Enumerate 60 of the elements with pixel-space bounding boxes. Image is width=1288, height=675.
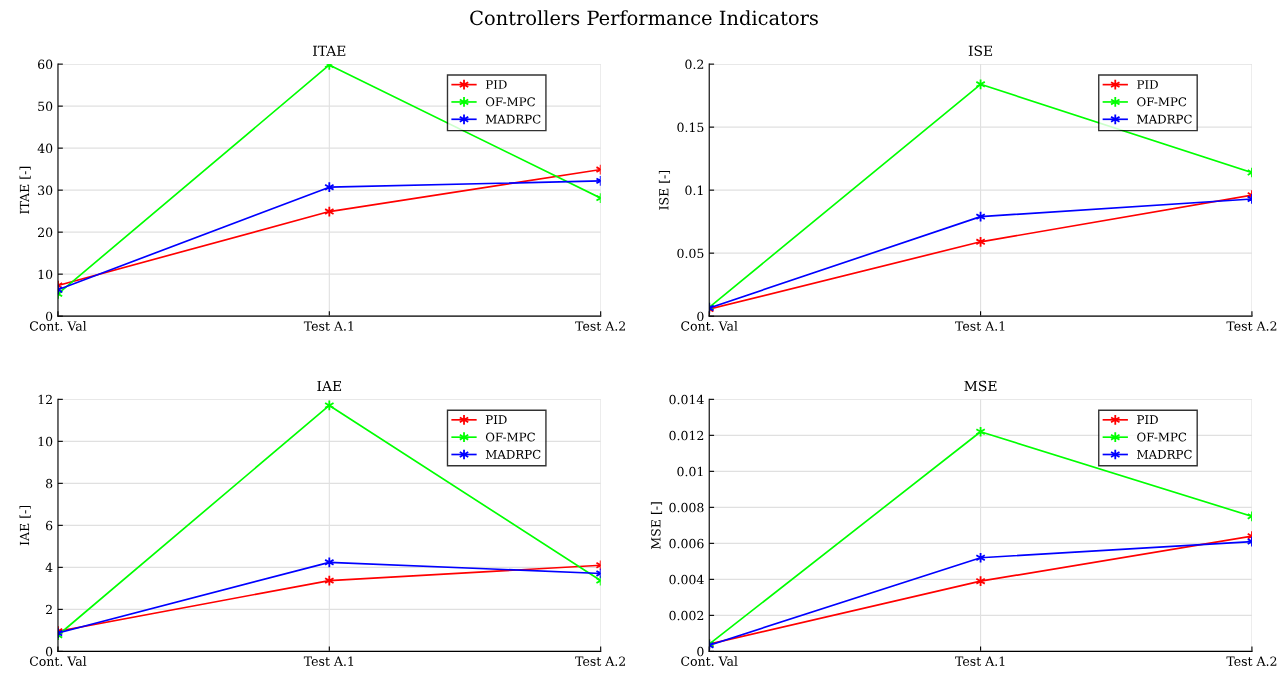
legend-label: OF-MPC <box>1137 97 1187 107</box>
y-tick-label: 2 <box>45 604 52 615</box>
legend-label: MADRPC <box>1137 114 1192 124</box>
y-tick-label: 6 <box>45 520 53 531</box>
y-axis-title: ISE [-] <box>658 170 671 210</box>
y-tick-label: 50 <box>38 101 53 112</box>
x-tick-label: Test A.2 <box>1226 656 1277 666</box>
y-tick-label: 60 <box>38 59 53 70</box>
legend-label: MADRPC <box>485 114 541 124</box>
x-tick-label: Test A.2 <box>575 321 626 331</box>
text: Controllers Performance Indicators <box>470 10 818 26</box>
y-tick-label: 20 <box>38 227 53 238</box>
y-tick-label: 30 <box>38 185 53 196</box>
x-tick-label: Test A.1 <box>955 321 1005 331</box>
y-tick-label: 0 <box>697 646 704 657</box>
y-axis-title: IAE [-] <box>19 505 31 546</box>
x-tick-label: Cont. Val <box>681 321 738 331</box>
y-tick-label: 0.014 <box>669 394 704 405</box>
chart-title: ITAE <box>313 45 346 56</box>
y-tick-label: 0 <box>697 311 704 322</box>
legend-label: OF-MPC <box>1137 432 1187 442</box>
x-tick-label: Test A.1 <box>955 656 1005 666</box>
legend-label: OF-MPC <box>485 432 535 442</box>
y-tick-label: 10 <box>38 436 53 447</box>
y-tick-label: 4 <box>45 562 53 573</box>
y-tick-label: 40 <box>37 143 53 154</box>
y-tick-label: 0.006 <box>669 538 704 549</box>
x-tick-label: Test A.2 <box>1226 321 1277 331</box>
y-tick-label: 0 <box>45 646 53 657</box>
chart-title: IAE <box>317 380 342 391</box>
x-tick-label: Test A.1 <box>303 656 354 666</box>
x-tick-label: Cont. Val <box>29 656 87 666</box>
legend-label: PID <box>1137 80 1158 89</box>
legend-label: MADRPC <box>485 449 541 459</box>
y-tick-label: 8 <box>45 478 53 489</box>
legend-label: PID <box>485 80 507 89</box>
chart-title: MSE <box>964 380 997 392</box>
chart-title: ISE <box>968 45 993 56</box>
legend-label: OF-MPC <box>485 97 535 107</box>
y-tick-label: 0.008 <box>669 502 704 513</box>
x-tick-label: Cont. Val <box>681 656 738 666</box>
y-tick-label: 0.004 <box>669 574 704 585</box>
legend-label: PID <box>1137 415 1158 424</box>
y-tick-label: 0.012 <box>669 430 704 441</box>
y-tick-label: 12 <box>38 394 52 405</box>
legend-label: MADRPC <box>1137 449 1192 459</box>
y-tick-label: 0.002 <box>669 610 704 621</box>
legend-label: PID <box>485 415 507 424</box>
y-tick-label: 0 <box>45 311 53 322</box>
y-axis-title: MSE [-] <box>650 502 663 549</box>
y-axis-title: ITAE [-] <box>19 166 31 214</box>
y-tick-label: 0.2 <box>685 59 704 70</box>
x-tick-label: Test A.1 <box>303 321 354 331</box>
y-tick-label: 10 <box>38 269 53 280</box>
y-tick-label: 0.01 <box>677 466 703 477</box>
x-tick-label: Cont. Val <box>29 321 87 331</box>
x-tick-label: Test A.2 <box>575 656 626 666</box>
y-tick-label: 0.05 <box>677 248 704 259</box>
y-tick-label: 0.15 <box>677 122 704 133</box>
y-tick-label: 0.1 <box>685 185 703 196</box>
